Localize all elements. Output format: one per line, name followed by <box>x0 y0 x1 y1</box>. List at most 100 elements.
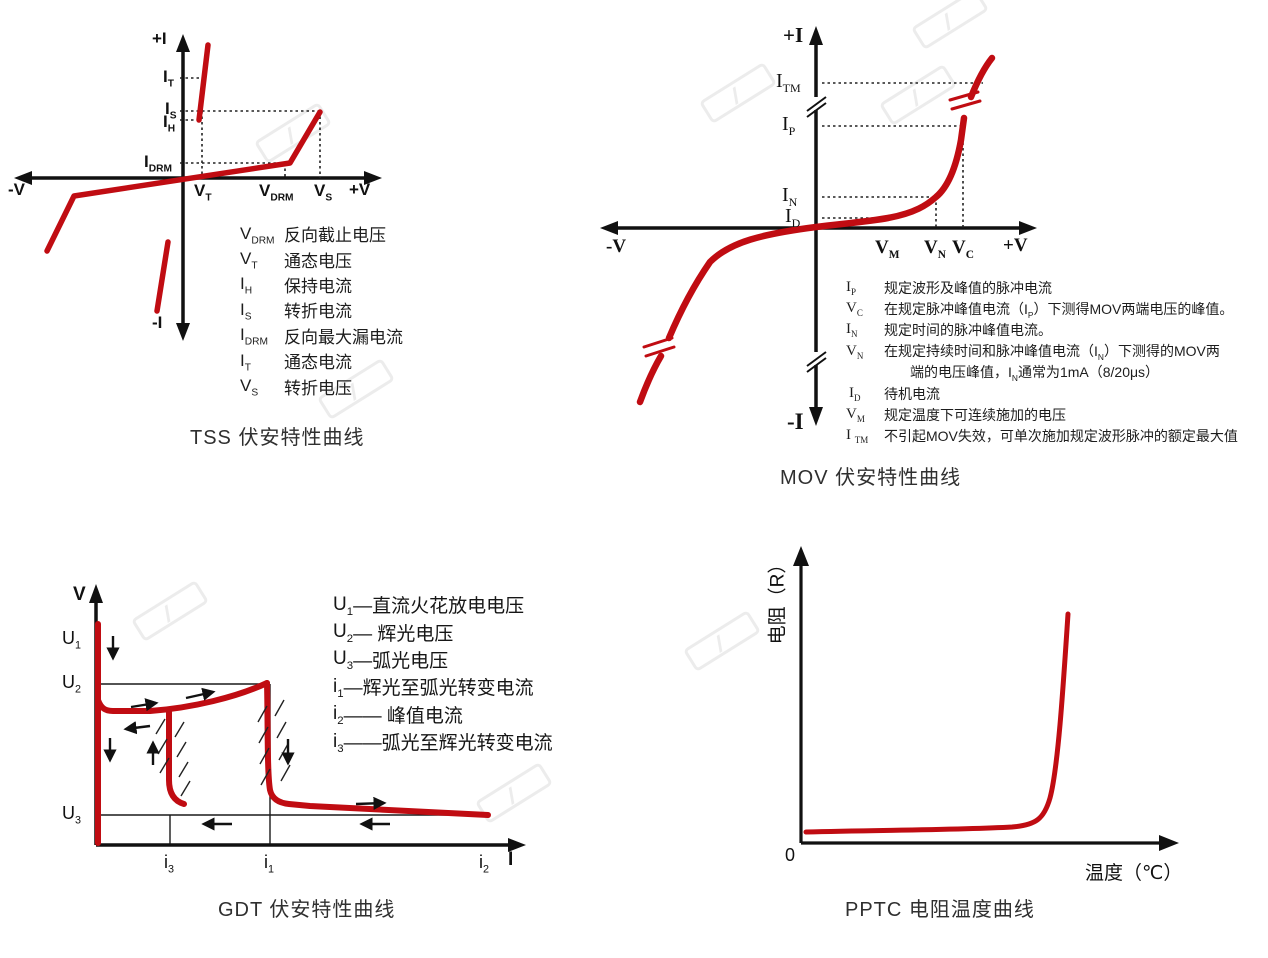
legend-symbol: U1 <box>333 593 354 618</box>
pptc-caption: PPTC 电阻温度曲线 <box>845 899 1035 921</box>
pptc-curve <box>803 611 1071 835</box>
legend-desc: 规定温度下可连续施加的电压 <box>884 406 1066 423</box>
mov-marker-vm: VM <box>875 237 900 261</box>
legend-desc: 反向最大漏电流 <box>284 327 403 347</box>
gdt-caption: GDT 伏安特性曲线 <box>218 899 396 921</box>
legend-desc: 不引起MOV失效，可单次施加规定波形脉冲的额定最大值 <box>884 427 1238 444</box>
legend-symbol: IT <box>240 350 251 374</box>
mov-curve <box>636 54 996 406</box>
legend-desc: —弧光电压 <box>353 650 449 672</box>
legend-row: ID 待机电流 <box>846 383 1238 404</box>
legend-desc: 规定波形及峰值的脉冲电流 <box>884 279 1052 296</box>
gdt-marker-i2: i2 <box>479 852 490 876</box>
legend-row: IDRM 反向最大漏电流 <box>240 323 403 348</box>
legend-row: IN 规定时间的脉冲峰值电流。 <box>846 319 1238 340</box>
legend-desc: 待机电流 <box>884 385 940 402</box>
legend-row: IH 保持电流 <box>240 272 403 297</box>
legend-row: VS 转折电压 <box>240 373 403 398</box>
legend-row: VN 在规定持续时间和脉冲峰值电流（IN）下测得的MOV两 <box>846 341 1238 362</box>
legend-symbol: U3 <box>333 648 354 673</box>
legend-row: I TM 不引起MOV失效，可单次施加规定波形脉冲的额定最大值 <box>846 425 1238 446</box>
mov-legend: IP 规定波形及峰值的脉冲电流 VC 在规定脉冲峰值电流（IP）下测得MOV两端电压… <box>846 277 1238 447</box>
legend-symbol: VM <box>846 406 865 425</box>
tss-axis-label-plus-i: +I <box>152 29 167 48</box>
legend-desc-continuation: 端的电压峰值，IN通常为1mA（8/20μs） <box>910 364 1160 384</box>
pptc-origin-label: 0 <box>785 845 796 865</box>
legend-desc: —直流火花放电电压 <box>353 596 525 618</box>
tss-axis-label-minus-v: -V <box>8 180 25 199</box>
legend-row: IT 通态电流 <box>240 348 403 373</box>
legend-symbol: ID <box>849 385 861 404</box>
legend-symbol: VC <box>846 300 863 319</box>
tss-axis-label-plus-v: +V <box>349 180 371 199</box>
legend-desc: 在规定脉冲峰值电流（IP）下测得MOV两端电压的峰值。 <box>884 300 1234 320</box>
gdt-axis-label-v: V <box>73 584 86 605</box>
mov-marker-in: IN <box>782 184 798 209</box>
tss-axis-label-minus-i: -I <box>152 313 163 332</box>
legend-row: U2— 辉光电压 <box>333 618 553 645</box>
legend-symbol: IN <box>846 321 858 340</box>
legend-row: IP 规定波形及峰值的脉冲电流 <box>846 277 1238 298</box>
legend-desc: 转折电流 <box>284 302 352 322</box>
tss-marker-vs: VS <box>314 181 333 204</box>
legend-symbol: IDRM <box>240 325 268 348</box>
mov-axis-label-minus-i: -I <box>787 409 804 434</box>
gdt-axis-label-i: I <box>508 849 514 870</box>
legend-symbol: VT <box>240 249 258 272</box>
legend-row: VT 通态电压 <box>240 246 403 271</box>
legend-symbol: I TM <box>846 427 869 446</box>
legend-symbol: VDRM <box>240 223 275 247</box>
legend-row: VM 规定温度下可连续施加的电压 <box>846 404 1238 425</box>
pptc-ylabel: 电阻（R） <box>767 554 789 645</box>
legend-row: 端的电压峰值，IN通常为1mA（8/20μs） <box>846 362 1238 383</box>
legend-row: i1 —辉光至弧光转变电流 <box>333 673 553 700</box>
legend-row: VC 在规定脉冲峰值电流（IP）下测得MOV两端电压的峰值。 <box>846 298 1238 319</box>
legend-desc: 通态电流 <box>284 353 352 373</box>
gdt-legend: U1 —直流火花放电电压 U2— 辉光电压 U3 —弧光电压 i1 —辉光至弧光转变电… <box>333 591 553 755</box>
tss-marker-it: IT <box>163 67 174 90</box>
legend-symbol: IP <box>846 279 857 298</box>
tss-curve <box>44 42 323 314</box>
tss-caption: TSS 伏安特性曲线 <box>190 427 365 449</box>
legend-symbol: i3 <box>333 730 344 755</box>
mov-marker-id: ID <box>785 205 801 230</box>
tss-marker-idrm: IDRM <box>144 152 172 175</box>
legend-row: i2 —— 峰值电流 <box>333 701 553 728</box>
mov-axis-breaks <box>806 96 827 373</box>
legend-desc: —辉光至弧光转变电流 <box>343 678 534 700</box>
legend-desc: 保持电流 <box>284 276 352 296</box>
legend-desc: 通态电压 <box>284 251 352 271</box>
legend-symbol: U2 <box>333 621 354 645</box>
legend-symbol: i1 <box>333 675 344 700</box>
tss-marker-vdrm: VDRM <box>259 181 294 204</box>
mov-marker-vc: VC <box>952 237 974 261</box>
legend-symbol: IH <box>240 274 253 297</box>
gdt-curve <box>95 621 491 846</box>
mov-marker-ip: IP <box>782 113 796 138</box>
pptc-xlabel: 温度（℃） <box>1085 863 1183 884</box>
legend-desc: — 辉光电压 <box>353 623 454 645</box>
gdt-marker-i3: i3 <box>164 852 175 876</box>
legend-row: VDRM 反向截止电压 <box>240 221 403 246</box>
legend-symbol: i2 <box>333 703 344 728</box>
mov-axis-label-plus-i: +I <box>783 23 804 47</box>
gdt-marker-u1: U1 <box>62 628 82 652</box>
gdt-marker-u3: U3 <box>62 803 82 827</box>
legend-row: U3 —弧光电压 <box>333 646 553 673</box>
legend-desc: 规定时间的脉冲峰值电流。 <box>884 321 1052 338</box>
mov-marker-itm: ITM <box>776 70 801 95</box>
legend-desc: ——弧光至辉光转变电流 <box>343 733 553 755</box>
tss-legend: VDRM 反向截止电压 VT 通态电压 IH 保持电流 IS 转折电流 IDRM 反向最大… <box>240 221 403 399</box>
mov-caption: MOV 伏安特性曲线 <box>780 467 962 489</box>
legend-row: i3 ——弧光至辉光转变电流 <box>333 728 553 755</box>
legend-row: IS 转折电流 <box>240 297 403 322</box>
gdt-marker-u2: U2 <box>62 672 82 696</box>
mov-axis-label-plus-v: +V <box>1003 235 1028 256</box>
gdt-marker-i1: i1 <box>264 852 275 876</box>
legend-desc: 转折电压 <box>284 378 352 398</box>
legend-row: U1 —直流火花放电电压 <box>333 591 553 618</box>
tss-marker-is: IS <box>165 99 177 122</box>
legend-symbol: VN <box>846 342 864 361</box>
gdt-direction-arrows <box>103 636 390 831</box>
